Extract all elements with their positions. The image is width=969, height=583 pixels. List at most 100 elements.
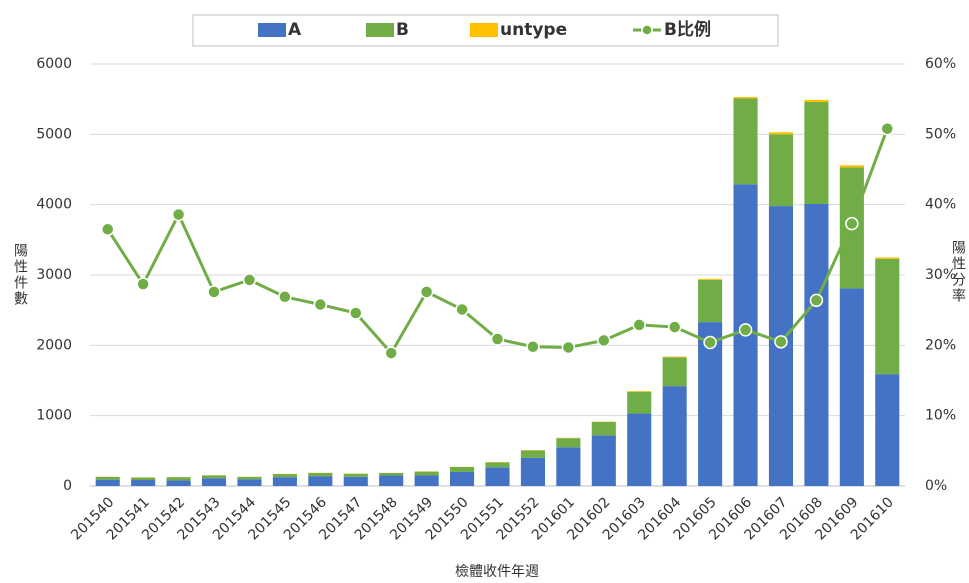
line-marker	[667, 320, 682, 334]
legend-swatch	[366, 23, 394, 37]
line-marker	[526, 339, 540, 354]
bar-segment	[485, 462, 510, 468]
bar-segment	[272, 477, 297, 486]
bar-segment	[768, 132, 794, 135]
bar-segment	[343, 473, 368, 477]
line-marker	[455, 302, 469, 317]
line-marker	[597, 333, 611, 348]
bar-segment	[556, 438, 581, 448]
line-marker	[313, 297, 328, 312]
y-axis-label: 陽性件數	[12, 243, 28, 307]
y2-tick-label: 20%	[925, 337, 956, 353]
bar-segment	[591, 435, 616, 486]
bar-segment	[839, 288, 864, 486]
bar-segment	[662, 386, 687, 486]
bar-segment	[698, 278, 723, 280]
line-marker	[809, 293, 824, 308]
legend-swatch	[258, 23, 286, 37]
y2-tick-label: 10%	[925, 408, 956, 424]
y-tick-label: 0	[63, 478, 72, 494]
bar-segment	[627, 413, 652, 486]
bar-segment	[131, 477, 156, 481]
bar-segment	[343, 476, 368, 486]
legend-label: A	[288, 20, 302, 40]
bar-segment	[308, 476, 333, 486]
bar-segment	[698, 279, 723, 323]
bar-segment	[201, 475, 227, 479]
bar-segment	[768, 134, 794, 207]
line-marker	[171, 207, 186, 222]
y2-axis-label: 陽性分率	[950, 240, 966, 304]
legend-swatch	[470, 23, 498, 37]
line-marker	[242, 273, 257, 287]
bar-segment	[627, 391, 652, 414]
bar-segment	[166, 480, 191, 486]
y-tick-label: 2000	[36, 337, 72, 353]
bar-segment	[414, 475, 439, 486]
bar-segment	[556, 447, 581, 486]
y2-tick-label: 60%	[925, 56, 956, 72]
bar-segment	[804, 101, 829, 204]
line-marker	[100, 222, 115, 237]
line-marker	[845, 216, 859, 231]
bar-segment	[591, 421, 616, 436]
y2-tick-label: 0%	[925, 478, 947, 494]
bar-segment	[450, 467, 475, 472]
line-marker	[774, 335, 788, 349]
y-tick-label: 6000	[36, 56, 72, 72]
y2-tick-label: 30%	[925, 267, 956, 283]
bar-segment	[237, 476, 262, 480]
bar-segment	[95, 476, 120, 480]
bar-segment	[733, 98, 758, 185]
bar-segment	[662, 357, 687, 387]
legend-label: B比例	[664, 19, 711, 40]
line-marker	[632, 318, 646, 332]
line-marker	[278, 290, 292, 304]
y2-tick-label: 40%	[925, 197, 956, 213]
bar-segment	[379, 472, 404, 476]
bar-segment	[95, 479, 120, 486]
bar-segment	[839, 165, 864, 168]
bar-segment	[237, 479, 262, 486]
bar-segment	[166, 477, 191, 481]
bar-segment	[131, 480, 156, 486]
line-marker	[880, 121, 895, 136]
legend-label: B	[396, 20, 409, 40]
y2-tick-label: 50%	[925, 126, 956, 142]
line-marker	[349, 306, 363, 320]
bar-segment	[804, 203, 829, 487]
legend-marker	[641, 24, 653, 36]
line-marker	[136, 277, 150, 291]
x-axis-label: 檢體收件年週	[455, 563, 539, 580]
line-marker	[703, 335, 717, 350]
bar-segment	[379, 475, 404, 486]
y-tick-label: 3000	[36, 267, 72, 283]
bar-segment	[875, 258, 900, 375]
bar-segment	[627, 391, 652, 392]
bar-segment	[875, 374, 900, 486]
legend-label: untype	[500, 20, 567, 40]
line-marker	[738, 323, 753, 337]
bar-segment	[804, 99, 829, 102]
line-marker	[561, 340, 576, 355]
bar-segment	[698, 322, 723, 486]
line-marker	[384, 346, 398, 360]
line-marker	[207, 285, 221, 299]
bar-segment	[520, 457, 545, 486]
y-tick-label: 4000	[36, 197, 72, 213]
bar-segment	[875, 257, 900, 259]
line-marker	[419, 285, 434, 299]
bar-segment	[272, 474, 297, 478]
y-tick-label: 5000	[36, 126, 72, 142]
bar-segment	[485, 467, 510, 486]
bar-segment	[414, 471, 439, 476]
y-tick-label: 1000	[36, 408, 72, 424]
bar-segment	[201, 478, 227, 486]
bar-segment	[520, 450, 545, 458]
bar-segment	[733, 97, 758, 99]
bar-segment	[308, 472, 333, 477]
line-marker	[490, 332, 505, 346]
bar-segment	[662, 356, 687, 358]
bar-segment	[450, 471, 475, 486]
